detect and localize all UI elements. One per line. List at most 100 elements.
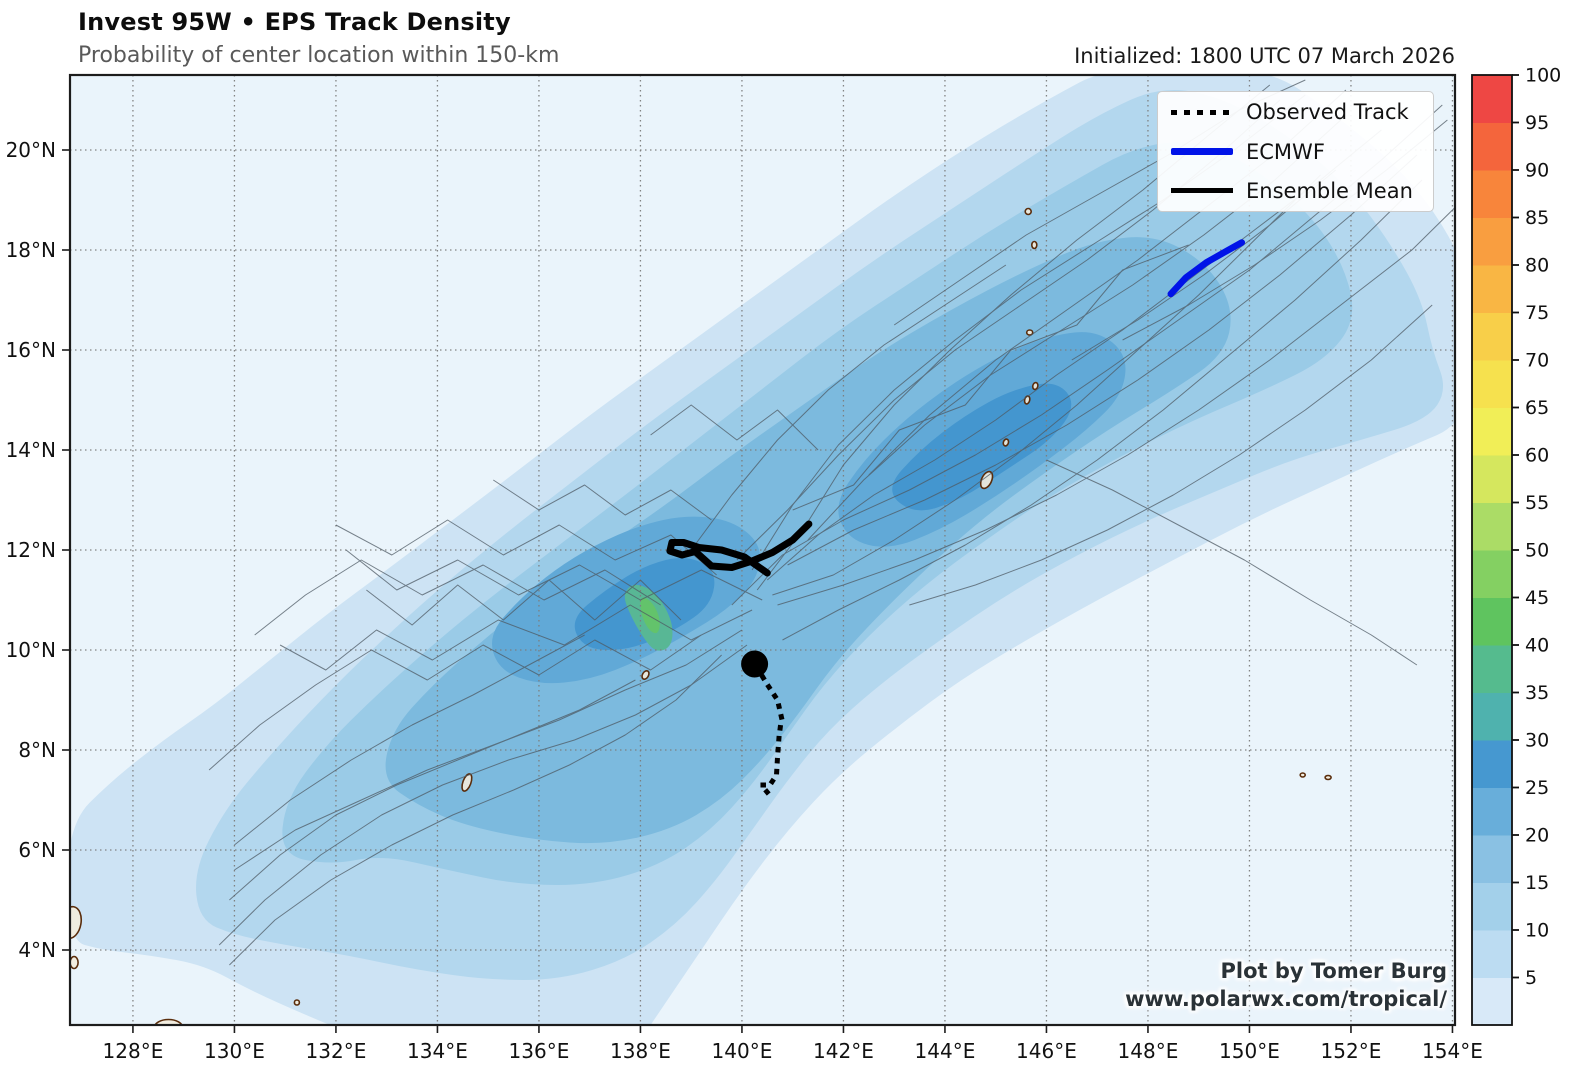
- member-track: [279, 604, 753, 671]
- x-tick-label: 146°E: [1016, 1039, 1077, 1063]
- legend-label-ensemble-mean: Ensemble Mean: [1246, 178, 1413, 203]
- legend-label-observed: Observed Track: [1246, 100, 1409, 125]
- colorbar-tick-label: 40: [1525, 635, 1549, 657]
- member-track: [234, 634, 585, 846]
- legend: Observed Track ECMWF Ensemble Mean: [1157, 91, 1434, 212]
- colorbar-segment: [1472, 360, 1512, 408]
- member-track: [777, 206, 1455, 606]
- member-track: [218, 644, 748, 946]
- colorbar-segment: [1472, 787, 1512, 836]
- island-outline: [1024, 207, 1032, 216]
- current-position-marker: [741, 650, 769, 678]
- x-tick-label: 150°E: [1219, 1039, 1280, 1063]
- colorbar-tick-label: 10: [1525, 920, 1549, 942]
- colorbar-segment: [1472, 882, 1512, 931]
- colorbar-tick-label: 55: [1525, 492, 1549, 514]
- x-tick-label: 152°E: [1321, 1039, 1382, 1063]
- y-tick-label: 20°N: [6, 138, 56, 162]
- colorbar-segment: [1472, 455, 1512, 503]
- colorbar-segment: [1472, 122, 1512, 171]
- attribution-url: www.polarwx.com/tropical/: [1125, 987, 1447, 1012]
- colorbar-segment: [1472, 312, 1512, 361]
- colorbar-tick-label: 60: [1525, 445, 1549, 467]
- page-title: Invest 95W • EPS Track Density: [78, 8, 511, 36]
- island-outline: [1299, 772, 1306, 778]
- density-shading: [70, 75, 1455, 1025]
- member-track: [493, 479, 712, 521]
- island-outline: [1324, 774, 1332, 781]
- member-track: [782, 179, 1423, 641]
- attribution: Plot by Tomer Burg www.polarwx.com/tropi…: [1125, 957, 1447, 1014]
- ensemble-mean-line-icon: [1171, 188, 1233, 194]
- member-track: [229, 679, 636, 901]
- colorbar: 5 10 15 20 25 30 35 40 45 50 55 60 65 70 75 80 85 90 95 100: [1471, 65, 1561, 1026]
- colorbar-segment: [1472, 75, 1512, 123]
- member-track: [366, 579, 682, 626]
- colorbar-segment: [1472, 835, 1512, 883]
- island-outline: [1031, 381, 1039, 391]
- member-track: [766, 129, 1382, 581]
- legend-label-ecmwf: ECMWF: [1246, 139, 1325, 164]
- colorbar-segment: [1472, 265, 1512, 313]
- colorbar-tick-label: 90: [1525, 160, 1549, 182]
- member-track: [792, 244, 1189, 511]
- member-track: [1046, 459, 1418, 666]
- y-tick-label: 10°N: [6, 638, 56, 662]
- y-tick-label: 12°N: [6, 538, 56, 562]
- x-tick-label: 138°E: [610, 1039, 671, 1063]
- colorbar-segment: [1472, 407, 1512, 456]
- colorbar-tick-label: 50: [1525, 540, 1549, 562]
- member-track: [772, 174, 1321, 596]
- colorbar-segment: [1472, 977, 1512, 1026]
- island-outline: [1031, 240, 1038, 250]
- x-tick-label: 154°E: [1422, 1039, 1483, 1063]
- member-track: [909, 304, 1433, 606]
- colorbar-tick-label: 30: [1525, 730, 1549, 752]
- legend-row-ecmwf: ECMWF: [1158, 133, 1433, 171]
- y-tick-label: 18°N: [6, 238, 56, 262]
- x-tick-label: 140°E: [712, 1039, 773, 1063]
- legend-row-ensemble-mean: Ensemble Mean: [1158, 172, 1433, 210]
- colorbar-segment: [1472, 597, 1512, 646]
- colorbar-tick-label: 45: [1525, 587, 1549, 609]
- x-tick-label: 134°E: [407, 1039, 468, 1063]
- colorbar-tick-label: 70: [1525, 350, 1549, 372]
- island-outline: [293, 999, 301, 1006]
- observed-track-line-icon: [1171, 109, 1233, 115]
- x-tick-label: 132°E: [306, 1039, 367, 1063]
- y-tick-label: 6°N: [18, 838, 56, 862]
- y-tick-label: 4°N: [18, 938, 56, 962]
- y-tick-label: 16°N: [6, 338, 56, 362]
- colorbar-tick-label: 65: [1525, 397, 1549, 419]
- graticule: [70, 75, 1455, 1025]
- attribution-author: Plot by Tomer Burg: [1220, 959, 1448, 983]
- axes: 128°E 130°E 132°E 134°E 136°E 138°E 140°E 142°E…: [6, 138, 1483, 1063]
- colorbar-segment: [1472, 550, 1512, 598]
- colorbar-segment: [1472, 930, 1512, 978]
- member-track: [650, 404, 819, 451]
- x-tick-label: 128°E: [103, 1039, 164, 1063]
- colorbar-tick-label: 85: [1525, 207, 1549, 229]
- map-layers: [70, 75, 1455, 1025]
- colorbar-segment: [1472, 740, 1512, 788]
- colorbar-segment: [1472, 170, 1512, 218]
- ensemble-mean-track: [666, 520, 813, 577]
- ecmwf-track: [1167, 239, 1246, 298]
- island-outline: [461, 773, 473, 792]
- legend-row-observed: Observed Track: [1158, 93, 1433, 131]
- colorbar-tick-label: 25: [1525, 777, 1549, 799]
- island-outline: [1025, 329, 1034, 336]
- member-track: [208, 634, 702, 771]
- y-tick-label: 8°N: [18, 738, 56, 762]
- x-tick-label: 144°E: [915, 1039, 976, 1063]
- ecmwf-line-icon: [1171, 148, 1233, 155]
- island-outline: [979, 470, 994, 490]
- y-tick-label: 14°N: [6, 438, 56, 462]
- island-outline: [154, 1018, 183, 1025]
- colorbar-tick-label: 75: [1525, 302, 1549, 324]
- page-subtitle: Probability of center location within 15…: [78, 43, 560, 68]
- colorbar-tick-label: 20: [1525, 825, 1549, 847]
- x-tick-label: 136°E: [509, 1039, 570, 1063]
- colorbar-tick-label: 95: [1525, 112, 1549, 134]
